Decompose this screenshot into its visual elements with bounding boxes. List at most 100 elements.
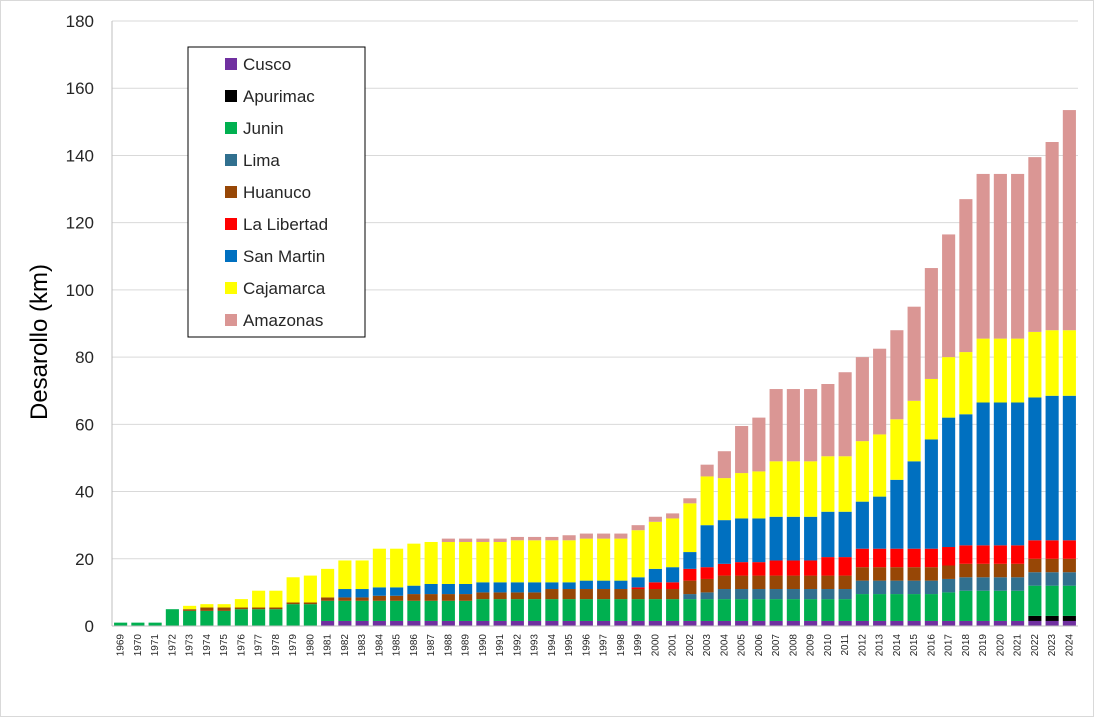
bar-segment (252, 607, 266, 610)
bar-segment (959, 352, 973, 415)
bar-segment (804, 589, 818, 600)
x-tick-label: 1974 (202, 634, 213, 657)
bar-segment (269, 590, 283, 608)
bar-segment (838, 557, 852, 576)
bar-segment (528, 582, 542, 593)
x-tick-label: 1989 (461, 634, 472, 657)
bar-segment (735, 575, 749, 590)
y-tick-label: 80 (75, 348, 94, 367)
bar-segment (510, 540, 524, 583)
bar-segment (1045, 572, 1059, 586)
bar-segment (338, 597, 352, 601)
bar-segment (907, 580, 921, 595)
bar-segment (493, 599, 507, 621)
bar-segment (735, 589, 749, 600)
bar-segment (804, 620, 818, 626)
bar-segment (1062, 540, 1076, 559)
bar-segment (562, 582, 576, 590)
legend-swatch (225, 250, 237, 262)
x-tick-label: 1983 (357, 634, 368, 657)
bar-segment (562, 540, 576, 583)
bar-segment (821, 589, 835, 600)
bar-segment (528, 592, 542, 600)
bar-segment (321, 600, 335, 621)
bar-segment (717, 589, 731, 600)
bar-segment (666, 513, 680, 519)
bar-segment (648, 516, 662, 522)
bar-segment (114, 622, 128, 626)
bar-segment (338, 620, 352, 626)
bar-segment (752, 589, 766, 600)
x-tick-label: 1994 (547, 634, 558, 657)
bar-segment (355, 597, 369, 601)
x-tick-label: 2006 (754, 634, 765, 657)
bar-segment (510, 620, 524, 626)
bar-segment (976, 173, 990, 339)
bar-segment (959, 545, 973, 564)
y-axis-label: Desarollo (km) (26, 264, 53, 420)
bar-segment (907, 306, 921, 401)
x-tick-label: 1998 (616, 634, 627, 657)
bar-segment (769, 560, 783, 576)
bar-segment (683, 580, 697, 595)
bar-segment (959, 199, 973, 353)
bar-segment (183, 610, 197, 626)
legend: Cusco Apurimac Junin Lima Huanuco La Libertad… (187, 46, 366, 338)
bar-segment (562, 589, 576, 600)
legend-swatch (225, 186, 237, 198)
bar-segment (752, 599, 766, 621)
x-tick-label: 1988 (443, 634, 454, 657)
y-tick-label: 140 (66, 146, 94, 165)
bar-segment (1062, 572, 1076, 586)
bar-segment (924, 594, 938, 621)
bar-segment (786, 589, 800, 600)
bar-segment (648, 582, 662, 590)
bar-segment (1011, 338, 1025, 403)
bar-segment (355, 600, 369, 621)
bar-segment (924, 378, 938, 440)
x-tick-label: 2010 (823, 634, 834, 657)
x-tick-label: 2014 (892, 634, 903, 657)
bar-segment (1011, 402, 1025, 546)
bar-segment (579, 589, 593, 600)
bar-segment (303, 575, 317, 603)
bar-segment (1045, 558, 1059, 573)
y-tick-label: 0 (85, 617, 94, 636)
bar-segment (993, 338, 1007, 403)
bar-segment (131, 622, 145, 626)
bar-segment (700, 599, 714, 621)
bar-segment (597, 580, 611, 590)
bar-segment (666, 589, 680, 600)
bar-segment (579, 580, 593, 590)
bar-segment (528, 536, 542, 541)
bar-segment (993, 620, 1007, 626)
bar-segment (942, 592, 956, 621)
bar-segment (976, 402, 990, 546)
bar-segment (666, 599, 680, 621)
bar-segment (959, 563, 973, 578)
bar-segment (907, 461, 921, 549)
bar-segment (631, 577, 645, 588)
bar-segment (252, 590, 266, 608)
bar-segment (769, 575, 783, 590)
bar-segment (407, 543, 421, 586)
bar-segment (1028, 558, 1042, 573)
bar-segment (614, 533, 628, 539)
bar-segment (890, 567, 904, 581)
bar-segment (217, 604, 231, 608)
bar-segment (855, 441, 869, 502)
x-tick-label: 1987 (426, 634, 437, 657)
x-tick-label: 2020 (995, 634, 1006, 657)
bar-segment (493, 538, 507, 542)
bar-segment (1028, 585, 1042, 616)
legend-swatch (225, 90, 237, 102)
bar-segment (200, 610, 214, 626)
bar-segment (924, 580, 938, 595)
bar-segment (752, 620, 766, 626)
bar-segment (855, 501, 869, 549)
x-tick-label: 2023 (1047, 634, 1058, 657)
bar-segment (372, 548, 386, 588)
bar-segment (786, 599, 800, 621)
x-tick-label: 1999 (633, 634, 644, 657)
